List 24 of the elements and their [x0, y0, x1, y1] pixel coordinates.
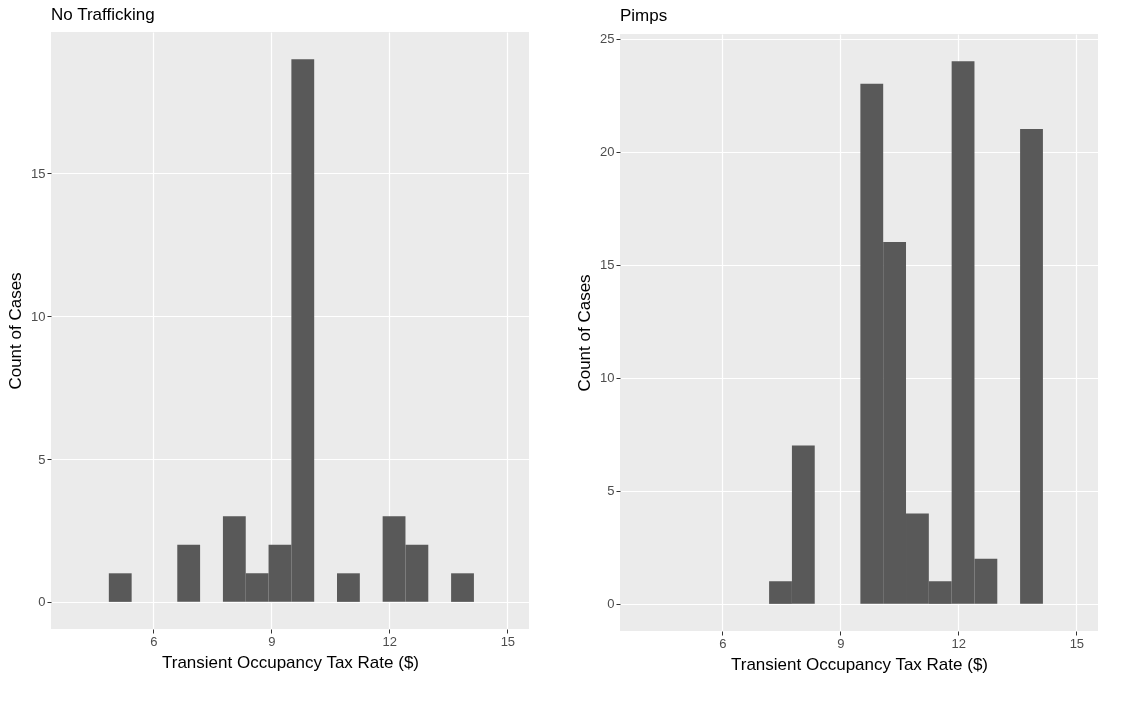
y-tick-label: 5	[38, 451, 46, 467]
y-tick-label: 0	[38, 594, 46, 610]
x-tick-label: 12	[951, 635, 967, 651]
y-tick-label: 25	[600, 31, 615, 47]
y-tick-label: 20	[600, 144, 615, 160]
y-tick-label: 10	[600, 370, 615, 386]
y-tick-label: 5	[607, 483, 615, 499]
x-tick-label: 15	[1069, 635, 1085, 651]
x-axis-title: Transient Occupancy Tax Rate ($)	[730, 654, 989, 674]
y-axis-title: Count of Cases	[6, 272, 26, 390]
x-tick-label: 6	[150, 633, 158, 649]
y-axis-title: Count of Cases	[575, 274, 595, 392]
y-tick-label: 15	[31, 165, 46, 181]
x-tick-label: 6	[719, 635, 727, 651]
x-tick-label: 15	[500, 633, 516, 649]
x-tick-label: 9	[837, 635, 845, 651]
x-tick-label: 9	[268, 633, 276, 649]
y-tick-label: 15	[600, 257, 615, 273]
y-tick-label: 0	[607, 596, 615, 612]
x-tick-label: 12	[382, 633, 398, 649]
chart-title: Pimps	[620, 5, 668, 25]
chart-title: No Trafficking	[51, 5, 155, 24]
y-tick-label: 10	[31, 308, 46, 324]
x-axis-title: Transient Occupancy Tax Rate ($)	[161, 652, 420, 672]
